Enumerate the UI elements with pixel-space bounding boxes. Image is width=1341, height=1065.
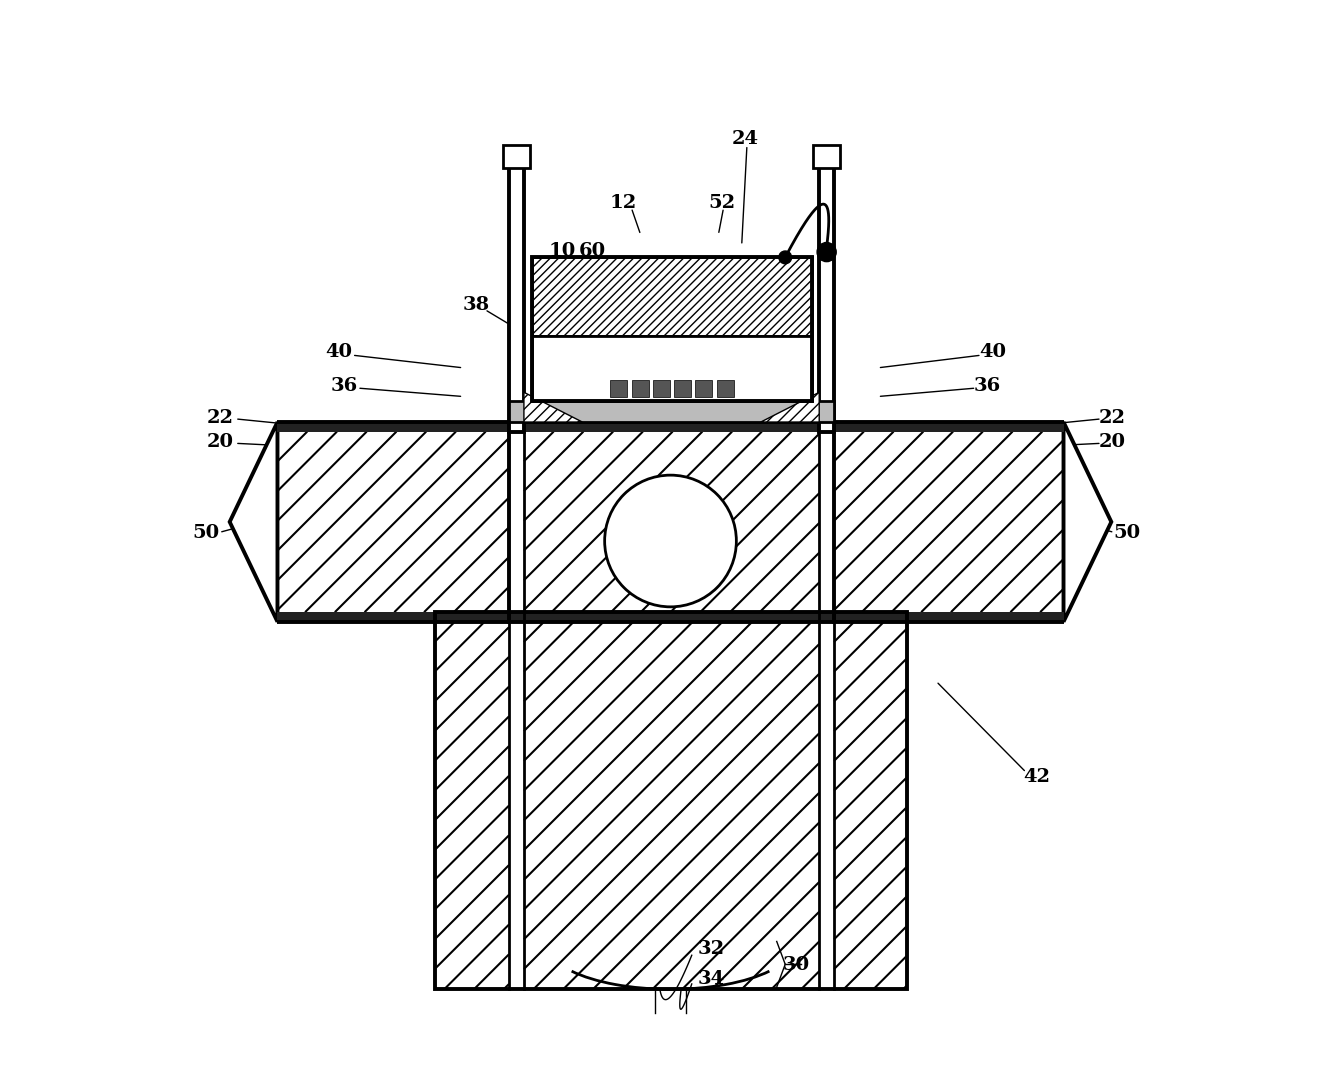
Text: 40: 40 bbox=[979, 343, 1006, 361]
Text: 50: 50 bbox=[1113, 524, 1141, 541]
Bar bbox=[434, 612, 908, 989]
Text: 36: 36 bbox=[331, 377, 358, 395]
Bar bbox=[434, 612, 510, 989]
Bar bbox=[510, 612, 524, 989]
Text: 22: 22 bbox=[207, 409, 233, 427]
Polygon shape bbox=[524, 392, 582, 422]
Bar bbox=[278, 422, 1063, 431]
Text: 30: 30 bbox=[782, 955, 810, 973]
Text: 60: 60 bbox=[578, 242, 605, 260]
Bar bbox=[819, 612, 834, 989]
Circle shape bbox=[779, 251, 791, 264]
Text: 40: 40 bbox=[326, 343, 353, 361]
Text: 20: 20 bbox=[1098, 433, 1126, 452]
Bar bbox=[532, 258, 811, 337]
Bar bbox=[510, 400, 834, 422]
Text: 32: 32 bbox=[697, 940, 724, 957]
Text: 20: 20 bbox=[207, 433, 233, 452]
Bar bbox=[524, 431, 819, 612]
Bar bbox=[532, 337, 811, 400]
Text: 36: 36 bbox=[974, 377, 1000, 395]
Polygon shape bbox=[1063, 422, 1112, 622]
Bar bbox=[819, 155, 834, 431]
Bar bbox=[503, 145, 530, 168]
Bar bbox=[834, 612, 908, 989]
Bar bbox=[813, 145, 841, 168]
Polygon shape bbox=[229, 422, 278, 622]
Text: 24: 24 bbox=[731, 131, 759, 148]
Bar bbox=[610, 379, 628, 396]
Text: 10: 10 bbox=[548, 242, 575, 260]
Text: 34: 34 bbox=[697, 969, 724, 987]
Text: 50: 50 bbox=[193, 524, 220, 541]
Bar bbox=[278, 431, 510, 612]
Text: 22: 22 bbox=[1098, 409, 1126, 427]
Text: 52: 52 bbox=[708, 194, 735, 212]
Bar bbox=[696, 379, 712, 396]
Bar bbox=[524, 612, 819, 989]
Text: 42: 42 bbox=[1023, 768, 1050, 786]
Bar bbox=[716, 379, 734, 396]
Circle shape bbox=[605, 475, 736, 607]
Bar bbox=[632, 379, 649, 396]
Bar bbox=[278, 612, 1063, 622]
Text: 12: 12 bbox=[609, 194, 637, 212]
Circle shape bbox=[817, 243, 837, 262]
Polygon shape bbox=[760, 392, 819, 422]
Bar bbox=[834, 431, 1063, 612]
Text: 38: 38 bbox=[463, 296, 489, 314]
Bar bbox=[510, 155, 524, 431]
Bar bbox=[675, 379, 691, 396]
Bar bbox=[653, 379, 670, 396]
Bar bbox=[532, 258, 811, 400]
